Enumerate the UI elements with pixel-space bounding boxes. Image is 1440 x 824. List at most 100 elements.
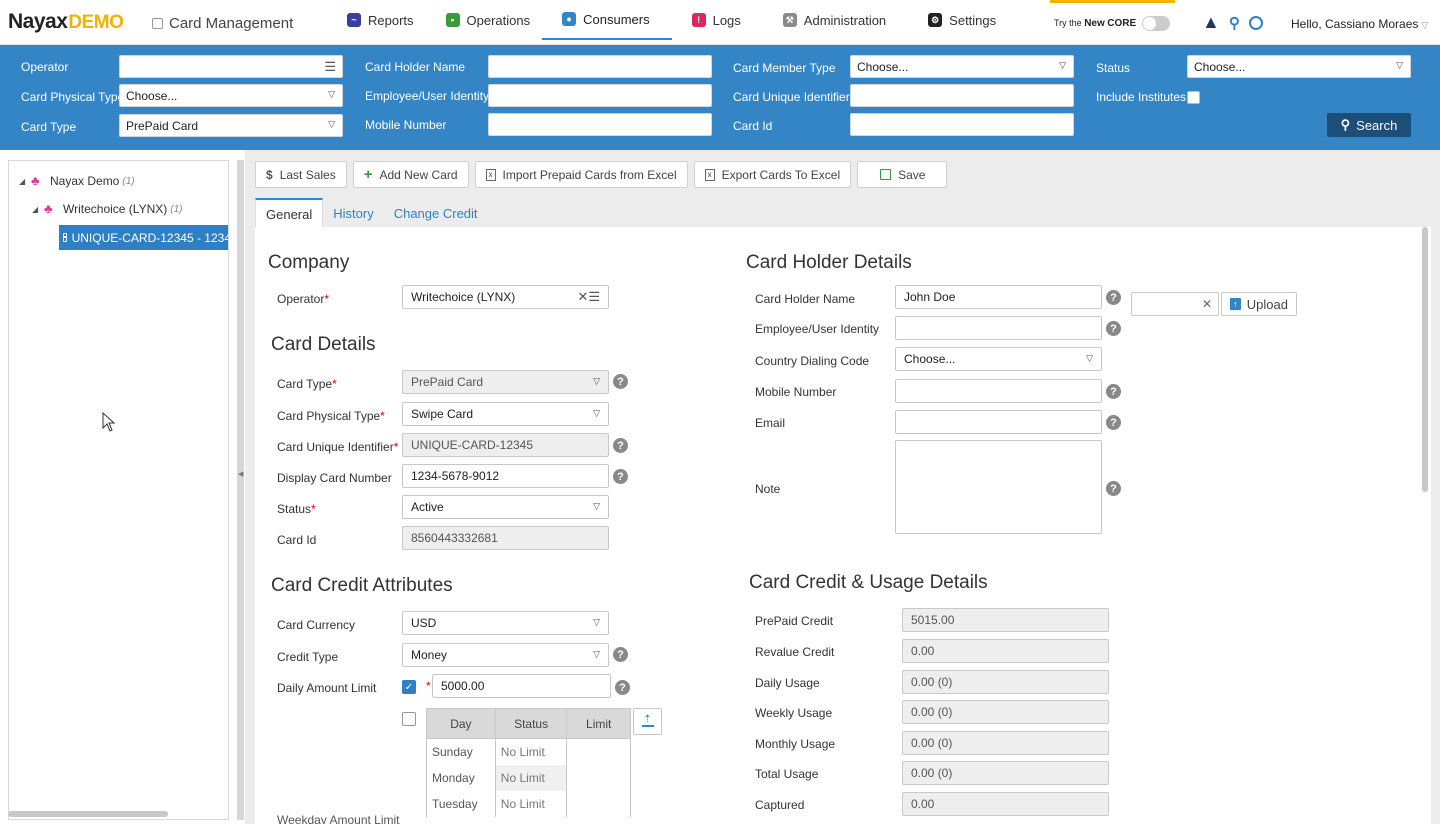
include-institutes-checkbox[interactable] xyxy=(1187,91,1200,104)
upload-file-field[interactable]: ✕ xyxy=(1131,292,1219,316)
filter-card-holder-name-input[interactable] xyxy=(488,55,712,78)
last-sales-button[interactable]: $ Last Sales xyxy=(255,161,347,188)
filter-status-select[interactable]: Choose... ▽ xyxy=(1187,55,1411,78)
export-cards-button[interactable]: x Export Cards To Excel xyxy=(693,161,852,188)
panel-splitter[interactable]: ◀ xyxy=(237,160,244,820)
import-prepaid-button[interactable]: x Import Prepaid Cards from Excel xyxy=(474,161,688,188)
usage-value-prepaid-credit: 5015.00 xyxy=(902,608,1109,632)
weekly-limit-checkbox[interactable] xyxy=(402,712,416,726)
nayax-logo[interactable]: NayaxDEMO xyxy=(8,10,124,33)
filter-status-label: Status xyxy=(1096,61,1131,75)
card-id-field[interactable]: 8560443332681 xyxy=(402,526,609,550)
card-currency-select[interactable]: USD ▽ xyxy=(402,611,609,635)
help-icon[interactable]: ? xyxy=(613,374,628,389)
dialing-code-select[interactable]: Choose... ▽ xyxy=(895,347,1102,371)
filter-operator-input[interactable]: ☰ xyxy=(119,55,343,78)
status-cell[interactable]: No Limit xyxy=(494,790,568,817)
filter-card-member-type-select[interactable]: Choose... ▽ xyxy=(850,55,1074,78)
nav-consumers[interactable]: ● Consumers xyxy=(542,0,672,40)
limit-cell[interactable] xyxy=(566,738,631,765)
nav-settings[interactable]: ⚙ Settings xyxy=(898,0,1008,40)
credit-card-icon xyxy=(63,233,67,242)
collapse-arrow-icon[interactable]: ◀ xyxy=(238,471,244,478)
holder-mobile-field[interactable] xyxy=(895,379,1102,403)
card-management-icon xyxy=(152,18,163,29)
operator-field[interactable]: Writechoice (LYNX) ✕☰ xyxy=(402,285,609,309)
status-cell[interactable]: No Limit xyxy=(494,764,568,791)
core-toggle[interactable] xyxy=(1142,16,1171,31)
expand-triangle-icon[interactable]: ◢ xyxy=(19,176,26,186)
add-new-card-button[interactable]: + Add New Card xyxy=(352,161,469,188)
help-icon[interactable]: ? xyxy=(1106,415,1121,430)
tree-node-nayax-demo[interactable]: ◢ ♣ Nayax Demo (1) xyxy=(19,173,135,188)
holder-name-field[interactable]: John Doe xyxy=(895,285,1102,309)
content-vertical-scrollbar[interactable] xyxy=(1422,227,1428,492)
upload-button[interactable]: ↑ Upload xyxy=(1221,292,1297,316)
help-icon[interactable]: ? xyxy=(615,680,630,695)
filter-mobile-number-input[interactable] xyxy=(488,113,712,136)
usage-value-revalue-credit: 0.00 xyxy=(902,639,1109,663)
nav-administration[interactable]: ⚒ Administration xyxy=(753,0,898,40)
limit-cell[interactable] xyxy=(566,790,631,817)
list-icon[interactable]: ☰ xyxy=(324,59,336,74)
tab-history[interactable]: History xyxy=(333,205,374,221)
usage-value-total: 0.00 (0) xyxy=(902,761,1109,785)
nav-reports[interactable]: ~ Reports xyxy=(335,0,426,40)
clock-icon[interactable] xyxy=(1248,15,1263,30)
clear-list-icon[interactable]: ✕☰ xyxy=(577,289,600,304)
save-button[interactable]: Save xyxy=(857,161,948,188)
status-select[interactable]: Active ▽ xyxy=(402,495,609,519)
holder-mobile-label: Mobile Number xyxy=(755,385,837,399)
status-cell[interactable]: No Limit xyxy=(494,738,568,765)
filter-employee-identity-input[interactable] xyxy=(488,84,712,107)
help-icon[interactable]: ? xyxy=(613,469,628,484)
filter-card-id-label: Card Id xyxy=(733,119,773,133)
help-icon[interactable]: ? xyxy=(1106,384,1121,399)
holder-name-label: Card Holder Name xyxy=(755,292,856,306)
upload-limits-button[interactable]: ⇡ xyxy=(633,708,662,735)
upload-icon: ↑ xyxy=(1230,298,1241,310)
tree-horizontal-scrollbar[interactable] xyxy=(8,811,168,817)
tree-node-selected-card[interactable]: UNIQUE-CARD-12345 - 1234 xyxy=(59,225,228,250)
display-card-number-field[interactable]: 1234-5678-9012 xyxy=(402,464,609,488)
tree-node-writechoice[interactable]: ◢ ♣ Writechoice (LYNX) (1) xyxy=(32,201,183,216)
graduation-cap-icon[interactable]: ▲ xyxy=(1202,12,1220,32)
operator-label: Operator* xyxy=(277,292,330,306)
holder-email-field[interactable] xyxy=(895,410,1102,434)
daily-amount-limit-field[interactable]: 5000.00 xyxy=(432,674,611,698)
filter-card-unique-identifier-input[interactable] xyxy=(850,84,1074,107)
help-icon[interactable]: ? xyxy=(613,647,628,662)
holder-identity-field[interactable] xyxy=(895,316,1102,340)
org-hierarchy-icon: ♣ xyxy=(44,201,53,216)
try-new-core[interactable]: Try the New CORE xyxy=(1054,16,1171,31)
help-icon[interactable]: ? xyxy=(613,438,628,453)
help-icon[interactable]: ? xyxy=(1106,481,1121,496)
usage-label-prepaid-credit: PrePaid Credit xyxy=(755,614,834,628)
card-unique-identifier-field[interactable]: UNIQUE-CARD-12345 xyxy=(402,433,609,457)
limit-cell[interactable] xyxy=(566,764,631,791)
filter-card-physical-type-select[interactable]: Choose... ▽ xyxy=(119,84,343,107)
tab-general[interactable]: General xyxy=(255,198,324,228)
daily-limit-checkbox[interactable]: ✓ xyxy=(402,680,416,694)
expand-triangle-icon[interactable]: ◢ xyxy=(32,204,39,214)
nav-operations[interactable]: ▪ Operations xyxy=(426,0,543,40)
help-icon[interactable]: ? xyxy=(1106,290,1121,305)
clear-icon[interactable]: ✕ xyxy=(1201,297,1212,311)
filter-card-id-input[interactable] xyxy=(850,113,1074,136)
tab-change-credit[interactable]: Change Credit xyxy=(393,205,478,221)
search-button[interactable]: ⚲ Search xyxy=(1327,113,1411,137)
chevron-down-icon: ▽ xyxy=(1396,60,1403,70)
filter-card-type-select[interactable]: PrePaid Card ▽ xyxy=(119,114,343,137)
excel-icon: x xyxy=(485,168,496,181)
help-icon[interactable]: ? xyxy=(1106,321,1121,336)
chevron-down-icon: ▽ xyxy=(593,408,600,418)
nav-logs[interactable]: ! Logs xyxy=(672,0,753,40)
user-greeting[interactable]: Hello, Cassiano Moraes ▽ xyxy=(1291,17,1429,31)
card-physical-type-select[interactable]: Swipe Card ▽ xyxy=(402,402,609,426)
usage-value-weekly: 0.00 (0) xyxy=(902,700,1109,724)
credit-type-select[interactable]: Money ▽ xyxy=(402,643,609,667)
note-textarea[interactable] xyxy=(895,440,1102,534)
search-icon[interactable]: ⚲ xyxy=(1228,14,1240,32)
card-type-select[interactable]: PrePaid Card ▽ xyxy=(402,370,609,394)
day-cell: Tuesday xyxy=(426,790,496,817)
